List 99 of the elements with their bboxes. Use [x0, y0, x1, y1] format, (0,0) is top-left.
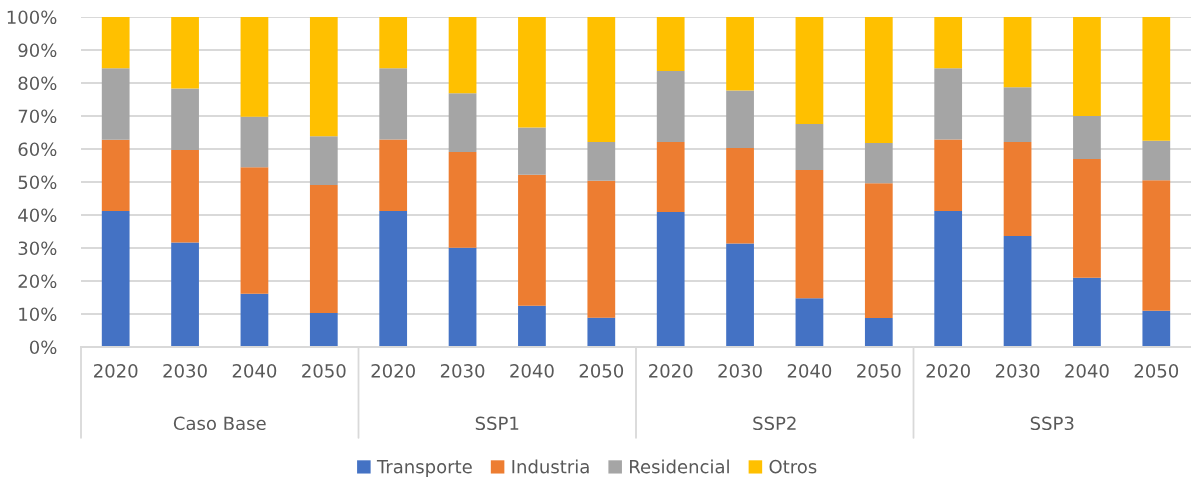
bar [448, 247, 477, 347]
y-tick-label: 40% [18, 208, 57, 223]
x-tick-label: 2050 [302, 363, 346, 378]
text: SSP1 [475, 416, 519, 431]
bar [726, 90, 754, 149]
x-tick-label: 2050 [857, 363, 901, 378]
x-tick-label: 2030 [440, 363, 485, 378]
y-tick-label: 30% [18, 241, 57, 256]
bar [1003, 17, 1032, 88]
y-tick-label: 90% [18, 43, 57, 58]
y-tick-label: 80% [18, 76, 57, 91]
y-tick-label: 0% [29, 340, 57, 355]
x-tick-label: 2030 [718, 363, 762, 378]
text: SSP3 [1030, 416, 1074, 431]
bar [656, 17, 685, 72]
bar [587, 317, 616, 347]
bar [518, 127, 546, 175]
x-tick-label: 2040 [1065, 363, 1109, 378]
bar [656, 71, 685, 143]
bar [1142, 180, 1171, 311]
bar [240, 17, 269, 117]
bar [240, 293, 269, 347]
legend-label: Transporte [376, 460, 472, 477]
bar [448, 93, 477, 152]
bar [518, 305, 546, 347]
bar [101, 211, 130, 347]
bar [309, 184, 338, 314]
bar [795, 17, 824, 124]
bar [171, 17, 199, 89]
y-tick-label: 100% [7, 10, 57, 25]
bar [656, 142, 685, 213]
text: SSP2 [753, 416, 796, 431]
bar [448, 151, 477, 248]
bar [934, 211, 963, 347]
bar [726, 148, 754, 244]
bar [1003, 142, 1032, 237]
bar [726, 243, 754, 347]
bar [587, 142, 616, 181]
bar [934, 68, 963, 140]
bar [171, 149, 199, 243]
y-tick-label: 50% [18, 175, 57, 190]
bar [240, 116, 269, 168]
legend-label: Otros [769, 459, 817, 474]
y-tick-label: 10% [19, 307, 57, 322]
bar [1073, 17, 1101, 116]
x-tick-label: 2020 [371, 363, 415, 378]
y-tick-label: 20% [18, 274, 57, 289]
x-tick-label: 2030 [995, 363, 1040, 378]
bar [101, 139, 130, 212]
bar [795, 123, 824, 171]
bar [171, 242, 199, 347]
bar [309, 313, 338, 347]
x-tick-label: 2040 [787, 363, 832, 378]
bar [864, 143, 893, 184]
x-tick-label: 2050 [579, 363, 624, 378]
bar [1073, 277, 1101, 347]
bar [379, 211, 408, 347]
x-tick-label: 2020 [926, 363, 970, 378]
bar [379, 17, 408, 69]
bar [379, 139, 408, 212]
bar [864, 183, 893, 318]
legend-label: Industria [512, 459, 589, 474]
bar [1142, 140, 1171, 181]
x-tick-label: 2020 [649, 363, 693, 378]
x-tick-label: 2030 [163, 363, 207, 378]
bar [587, 180, 616, 318]
bar [518, 17, 546, 128]
text: Caso Base [173, 416, 266, 431]
y-tick-label: 70% [18, 109, 57, 124]
bar [726, 17, 754, 91]
bar [587, 17, 616, 143]
bar [309, 136, 338, 185]
bar [934, 17, 963, 69]
bar [1003, 236, 1032, 347]
x-tick-label: 2020 [94, 363, 138, 378]
x-tick-label: 2040 [232, 363, 277, 378]
bar [795, 298, 824, 347]
bar [379, 68, 408, 140]
x-tick-label: 2050 [1134, 363, 1179, 378]
bar [101, 17, 130, 69]
bar [101, 68, 130, 140]
bar [934, 139, 963, 212]
x-tick-label: 2040 [510, 363, 554, 378]
bar [864, 17, 893, 144]
bar [448, 17, 477, 94]
legend-label: Residencial [630, 459, 729, 474]
bar [240, 167, 269, 294]
bar [1003, 87, 1032, 143]
bar [1142, 17, 1171, 141]
bar [1073, 116, 1101, 159]
bar [656, 212, 685, 347]
bar [309, 17, 338, 137]
bar [864, 317, 893, 347]
y-tick-label: 60% [18, 142, 57, 157]
bar [1073, 158, 1101, 278]
bar [795, 170, 824, 299]
bar [518, 174, 546, 306]
bar [171, 88, 199, 150]
bar [1142, 310, 1171, 347]
